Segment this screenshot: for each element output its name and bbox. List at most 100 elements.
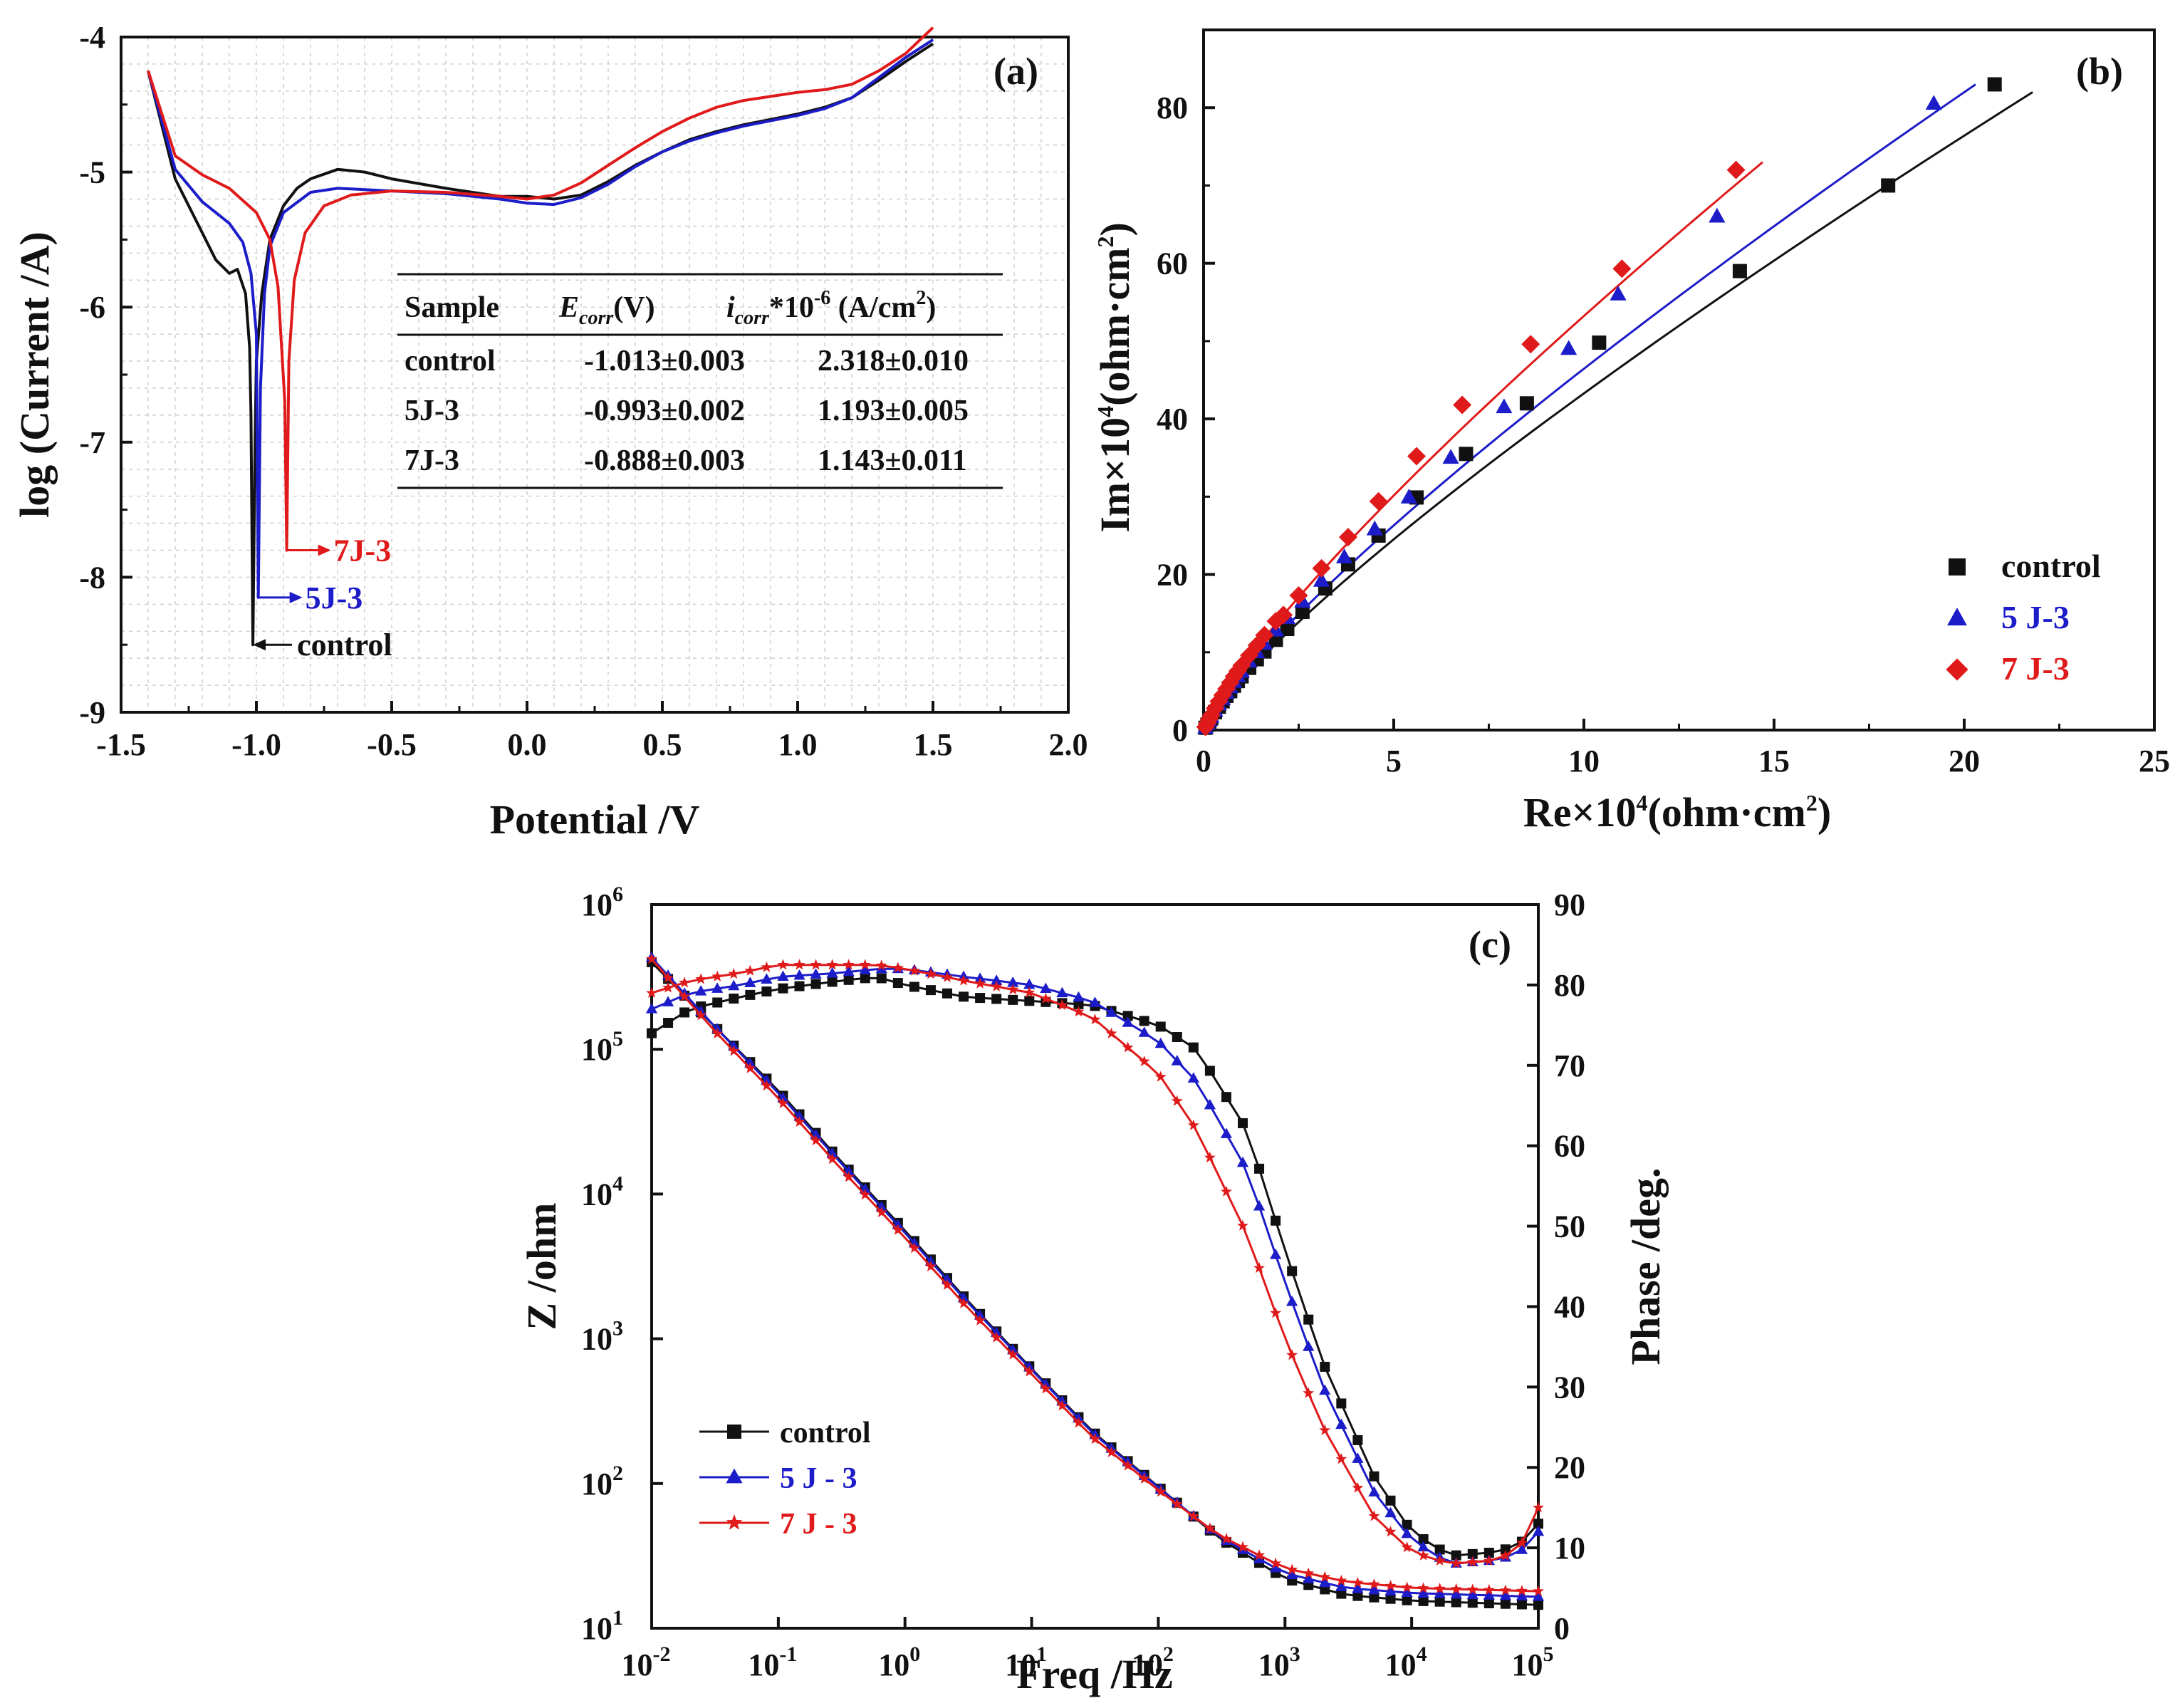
impedance-point-7-j-3 (958, 1297, 970, 1308)
impedance-point-control (1402, 1595, 1412, 1605)
table-header-icorr-symbol: i (726, 291, 735, 324)
panel-c-letter: (c) (1469, 923, 1511, 966)
corrosion-table: Sample Ecorr(V) icorr*10-6 (A/cm2) contr… (397, 273, 1003, 489)
impedance-point-5-j-3 (1401, 1586, 1413, 1597)
x-tick-label: 105 (1512, 1642, 1554, 1682)
phase-point-control (860, 973, 870, 984)
y2-tick-label: 60 (1554, 1129, 1585, 1164)
panel-b-ylabel-4: ) (1092, 222, 1138, 236)
phase-point-5-j-3 (645, 1003, 658, 1014)
phase-point-7-j-3 (1499, 1549, 1511, 1561)
table-header-icorr: icorr*10-6 (A/cm2) (726, 287, 936, 329)
phase-point-5-j-3 (1335, 1418, 1347, 1430)
y-tick-label: -4 (79, 20, 105, 55)
phase-point-5-j-3 (1286, 1295, 1298, 1306)
panel-b-ylabel-0: Im×10 (1092, 417, 1138, 533)
impedance-point-5-j-3 (1319, 1576, 1331, 1588)
impedance-point-5-j-3 (1286, 1568, 1298, 1580)
phase-point-7-j-3 (826, 959, 838, 970)
impedance-point-7-j-3 (1187, 1510, 1199, 1521)
impedance-point-7-j-3 (1483, 1583, 1495, 1595)
impedance-point-5-j-3 (1466, 1588, 1478, 1600)
impedance-point-7-j-3 (662, 972, 674, 983)
y-tick-label: 103 (581, 1317, 623, 1357)
data-point-control (1295, 604, 1310, 619)
panel-b-ylabel-2: (ohm·cm (1092, 248, 1138, 406)
data-point-7-j-3 (1407, 447, 1427, 466)
y-tick-base: 10 (581, 1611, 612, 1646)
series-line-7j-3 (147, 26, 934, 552)
phase-point-control (1385, 1495, 1396, 1506)
fit-curve-5-j-3 (1202, 83, 1976, 731)
phase-point-7-j-3 (1286, 1349, 1298, 1360)
x-tick-base: 10 (1385, 1647, 1417, 1682)
phase-point-control (1254, 1163, 1265, 1174)
phase-point-control (991, 994, 1002, 1004)
phase-point-7-j-3 (646, 986, 657, 998)
x-tick-label: 10-2 (622, 1642, 671, 1682)
phase-point-5-j-3 (1319, 1384, 1331, 1395)
panel-b-letter: (b) (2076, 50, 2123, 93)
phase-point-7-j-3 (843, 959, 855, 970)
table-row-5j3-icorr: 1.193±0.005 (818, 395, 969, 427)
impedance-point-7-j-3 (1466, 1583, 1478, 1595)
phase-point-5-j-3 (843, 965, 855, 977)
y-tick-exponent: 6 (612, 882, 623, 906)
impedance-point-7-j-3 (1253, 1549, 1266, 1561)
y-tick-label: -8 (79, 560, 105, 595)
y-tick-label: 0 (1172, 713, 1188, 748)
annotation-label-7j-3: 7J-3 (334, 533, 392, 568)
phase-point-7-j-3 (777, 959, 789, 970)
legend-label-7-j-3: 7 J-3 (2001, 650, 2070, 687)
x-tick-exponent: 3 (1290, 1642, 1300, 1666)
panel-c-y2-axis-label: Phase /deg. (1622, 1167, 1669, 1365)
impedance-point-7-j-3 (1220, 1533, 1232, 1544)
phase-point-7-j-3 (1466, 1556, 1478, 1567)
phase-point-control (959, 991, 969, 1002)
x-tick-label: 25 (2139, 744, 2170, 779)
fit-curve-control (1202, 91, 2033, 731)
x-tick-label: 104 (1385, 1642, 1427, 1682)
phase-point-control (1500, 1544, 1511, 1555)
phase-point-7-j-3 (1401, 1541, 1413, 1553)
phase-point-7-j-3 (958, 974, 970, 986)
phase-point-7-j-3 (1384, 1526, 1397, 1537)
data-point-5-j-3 (1400, 489, 1417, 504)
phase-point-5-j-3 (1303, 1340, 1315, 1351)
data-point-7-j-3 (1612, 259, 1632, 278)
phase-point-5-j-3 (1516, 1543, 1528, 1554)
data-point-7-j-3 (1726, 160, 1746, 179)
impedance-point-5-j-3 (1483, 1589, 1495, 1600)
panel-c-ticks: 10-2 10-1 100 101 102 103 104 10510110210310410… (581, 882, 1585, 1682)
phase-point-control (1418, 1533, 1429, 1544)
impedance-point-control (1352, 1590, 1363, 1601)
legend-marker-5-j-3 (726, 1468, 743, 1484)
x-tick-label: 10-1 (748, 1642, 797, 1682)
phase-point-5-j-3 (859, 964, 871, 974)
impedance-point-5-j-3 (1499, 1589, 1512, 1600)
phase-point-5-j-3 (662, 996, 674, 1006)
phase-point-7-j-3 (924, 968, 937, 979)
phase-point-7-j-3 (1352, 1482, 1364, 1493)
impedance-point-7-j-3 (777, 1097, 789, 1108)
phase-point-5-j-3 (1171, 1055, 1183, 1066)
data-point-5-j-3 (1560, 340, 1577, 355)
phase-point-control (729, 993, 739, 1004)
x-tick-label: -0.5 (367, 727, 417, 762)
phase-point-5-j-3 (826, 967, 838, 978)
annotation-label-5j-3: 5J-3 (306, 580, 363, 615)
impedance-point-7-j-3 (1073, 1417, 1085, 1428)
impedance-point-5-j-3 (1434, 1588, 1446, 1598)
impedance-point-control (1418, 1595, 1429, 1606)
phase-point-5-j-3 (1368, 1486, 1380, 1497)
legend-marker-control (1949, 558, 1966, 576)
phase-point-5-j-3 (1187, 1072, 1199, 1083)
impedance-point-5-j-3 (1368, 1583, 1380, 1595)
impedance-point-5-j-3 (1253, 1553, 1266, 1563)
y-tick-label: 102 (581, 1462, 623, 1501)
y-tick-label: 80 (1157, 90, 1188, 125)
phase-point-7-j-3 (1516, 1536, 1528, 1548)
impedance-point-7-j-3 (1352, 1576, 1364, 1588)
phase-point-5-j-3 (1073, 991, 1085, 1002)
impedance-point-7-j-3 (974, 1314, 986, 1326)
